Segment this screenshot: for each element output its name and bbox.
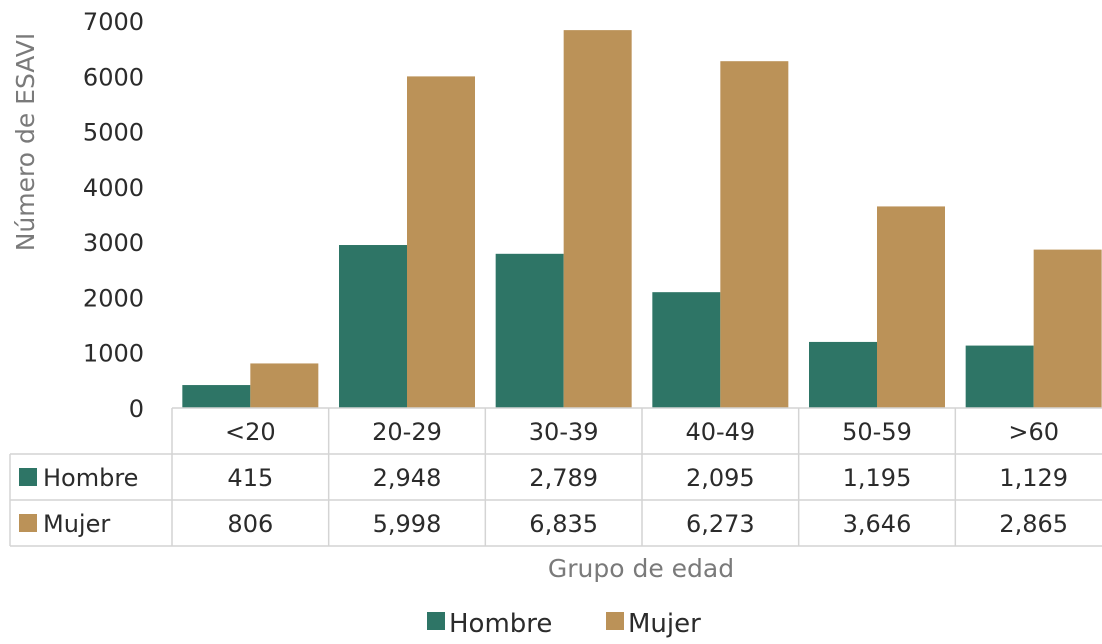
category-label: <20 [225,418,276,446]
table-cell: 5,998 [373,510,442,538]
table-series-name: Mujer [43,510,110,538]
table-cell: 6,835 [529,510,598,538]
category-label: 50-59 [842,418,912,446]
table-cell: 1,195 [843,464,912,492]
table-cell: 2,095 [686,464,755,492]
table-cell: 806 [227,510,273,538]
bar-hombre-3 [652,292,721,408]
bar-hombre-0 [182,385,251,408]
bar-mujer-3 [720,61,789,408]
y-axis-title: Número de ESAVI [11,33,40,252]
bar-mujer-1 [407,76,475,408]
bar-mujer-5 [1033,249,1102,408]
table-cell: 2,789 [529,464,598,492]
table-series-name: Hombre [43,464,138,492]
y-axis-ticks: 0 1000 2000 3000 4000 5000 6000 7000 [83,8,144,423]
y-tick-label: 2000 [83,284,144,312]
table-cell: 3,646 [843,510,912,538]
table-cell: 1,129 [999,464,1068,492]
category-label: 40-49 [685,418,755,446]
category-label: 20-29 [372,418,442,446]
y-tick-label: 1000 [83,340,144,368]
legend-key-hombre [427,612,445,630]
y-tick-label: 4000 [83,174,144,202]
table-cell: 2,865 [999,510,1068,538]
category-label: 30-39 [529,418,599,446]
legend: Hombre Mujer [427,609,701,639]
bar-hombre-5 [965,345,1034,408]
y-tick-label: 5000 [83,119,144,147]
table-cell: 415 [227,464,273,492]
bar-mujer-4 [877,206,945,408]
bar-hombre-1 [339,245,407,408]
y-tick-label: 0 [129,395,144,423]
bar-mujer-0 [250,363,319,408]
category-label: >60 [1008,418,1059,446]
legend-key-mujer [606,612,624,630]
table-legend-key-hombre [19,468,37,486]
x-axis-title: Grupo de edad [548,554,734,583]
table-cell: 6,273 [686,510,755,538]
bars [182,30,1102,409]
y-tick-label: 7000 [83,8,144,36]
data-table: <20 20-29 30-39 40-49 50-59 >60 Hombre 415 2,948… [9,407,1102,547]
y-tick-label: 6000 [83,63,144,91]
bar-mujer-2 [563,30,632,409]
table-legend-key-mujer [19,514,37,532]
bar-hombre-2 [495,253,564,408]
table-cell: 2,948 [373,464,442,492]
legend-label: Mujer [628,609,701,639]
bar-hombre-4 [809,341,877,408]
legend-label: Hombre [449,609,552,639]
y-tick-label: 3000 [83,229,144,257]
